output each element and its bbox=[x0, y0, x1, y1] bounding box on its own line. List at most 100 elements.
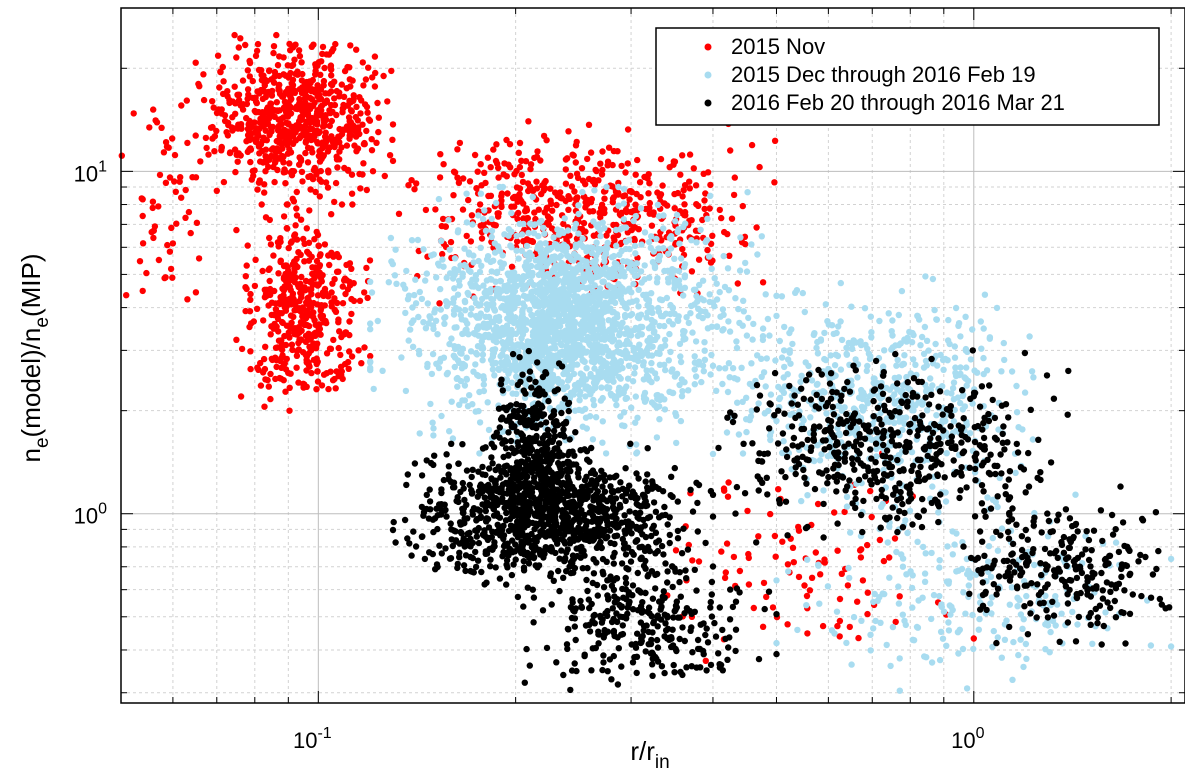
data-point bbox=[562, 166, 569, 173]
data-point bbox=[692, 182, 700, 189]
data-point bbox=[713, 387, 720, 394]
data-point bbox=[538, 309, 545, 316]
data-point bbox=[262, 376, 269, 383]
data-point bbox=[435, 364, 443, 372]
data-point bbox=[301, 127, 309, 134]
data-point bbox=[500, 346, 507, 353]
data-point bbox=[280, 213, 288, 220]
data-point bbox=[422, 277, 429, 284]
data-point bbox=[969, 326, 976, 333]
data-point bbox=[323, 116, 330, 124]
data-point bbox=[331, 95, 338, 102]
data-point bbox=[445, 216, 452, 224]
data-point bbox=[691, 353, 698, 360]
data-point bbox=[754, 251, 761, 258]
data-point bbox=[285, 85, 292, 93]
data-point bbox=[838, 336, 846, 344]
data-point bbox=[662, 366, 669, 374]
data-point bbox=[545, 329, 552, 336]
data-point bbox=[559, 348, 566, 355]
data-point bbox=[743, 332, 751, 339]
data-point bbox=[501, 231, 508, 238]
data-point bbox=[321, 302, 328, 309]
data-point bbox=[924, 407, 931, 414]
data-point bbox=[976, 615, 983, 623]
data-point bbox=[519, 308, 526, 316]
data-point bbox=[367, 326, 374, 333]
data-point bbox=[850, 613, 858, 621]
data-point bbox=[653, 235, 660, 243]
data-point bbox=[923, 337, 931, 344]
data-point bbox=[474, 325, 481, 333]
data-point bbox=[265, 67, 273, 75]
data-point bbox=[293, 255, 300, 263]
data-point bbox=[958, 565, 966, 573]
data-point bbox=[472, 299, 480, 307]
data-point bbox=[695, 312, 702, 320]
data-point bbox=[922, 550, 929, 557]
data-point bbox=[863, 367, 870, 375]
data-point bbox=[273, 31, 280, 39]
data-point bbox=[288, 341, 296, 348]
data-point bbox=[325, 169, 332, 176]
data-point bbox=[955, 650, 962, 657]
data-point bbox=[908, 339, 916, 346]
data-point bbox=[989, 534, 996, 542]
data-point bbox=[933, 316, 940, 323]
data-point bbox=[723, 540, 731, 547]
data-point bbox=[688, 268, 696, 275]
data-point bbox=[891, 400, 898, 407]
data-point bbox=[647, 324, 654, 331]
data-point bbox=[567, 305, 575, 313]
data-point bbox=[724, 265, 732, 272]
data-point bbox=[886, 574, 893, 581]
data-point bbox=[709, 232, 716, 239]
data-point bbox=[333, 250, 341, 258]
data-point bbox=[582, 228, 589, 235]
data-point bbox=[451, 255, 459, 262]
data-point bbox=[368, 289, 376, 296]
data-point bbox=[624, 160, 631, 167]
data-point bbox=[530, 281, 537, 289]
data-point bbox=[476, 201, 484, 208]
data-point bbox=[437, 285, 444, 293]
data-point bbox=[220, 178, 228, 186]
data-point bbox=[771, 532, 779, 540]
data-point bbox=[477, 244, 484, 251]
data-point bbox=[291, 232, 298, 240]
data-point bbox=[275, 328, 282, 335]
data-point bbox=[633, 441, 640, 448]
data-point bbox=[304, 159, 312, 166]
data-point bbox=[646, 238, 653, 246]
data-point bbox=[834, 547, 841, 554]
data-point bbox=[299, 313, 306, 320]
data-point bbox=[489, 351, 497, 358]
data-point bbox=[348, 171, 356, 178]
data-point bbox=[464, 289, 471, 297]
data-point bbox=[317, 104, 324, 111]
data-point bbox=[375, 128, 382, 136]
data-point bbox=[759, 623, 767, 630]
data-point bbox=[775, 486, 782, 493]
data-point bbox=[698, 378, 705, 386]
data-point bbox=[258, 67, 265, 74]
data-point bbox=[482, 227, 490, 234]
data-point bbox=[1000, 339, 1007, 347]
data-point bbox=[438, 412, 445, 420]
data-point bbox=[623, 305, 630, 312]
data-point bbox=[704, 246, 711, 254]
data-point bbox=[666, 330, 673, 338]
data-point bbox=[519, 178, 527, 186]
data-point bbox=[334, 164, 341, 171]
data-point bbox=[498, 193, 505, 200]
data-point bbox=[251, 282, 259, 290]
data-point bbox=[887, 662, 894, 670]
data-point bbox=[965, 377, 972, 385]
data-point bbox=[810, 331, 817, 339]
data-point bbox=[565, 253, 572, 260]
data-point bbox=[622, 224, 630, 231]
data-point bbox=[314, 82, 321, 89]
data-point bbox=[597, 355, 604, 362]
data-point bbox=[182, 214, 189, 221]
data-point bbox=[779, 538, 786, 545]
